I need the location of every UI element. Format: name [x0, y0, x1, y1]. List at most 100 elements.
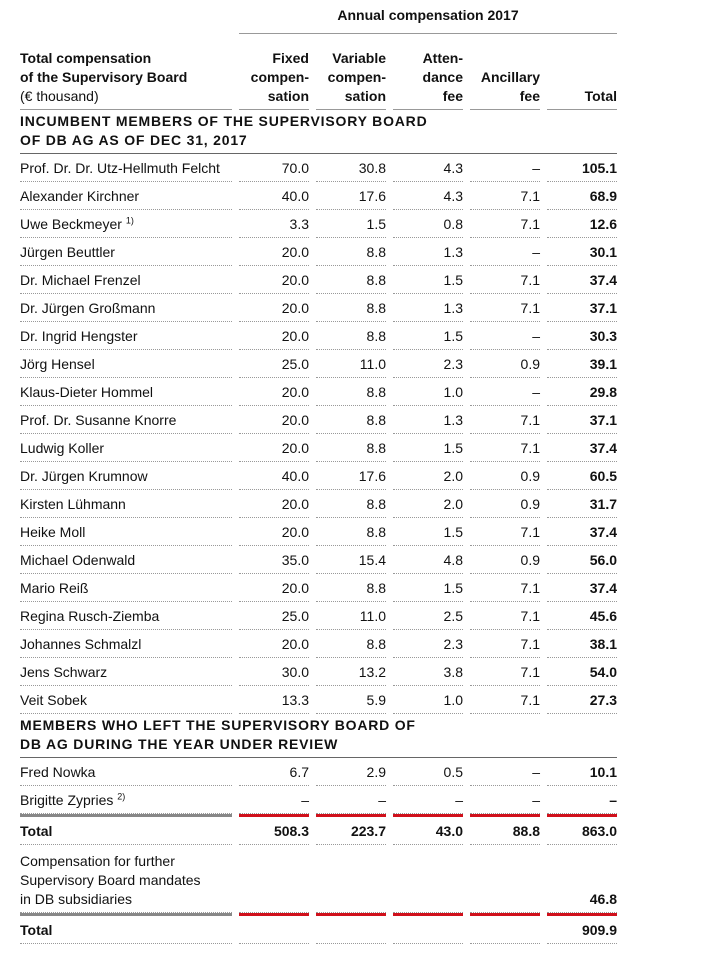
value-cell: 20.0 [239, 434, 309, 462]
table-row: Dr. Jürgen Großmann 20.0 8.8 1.3 7.1 37.1 [20, 294, 617, 322]
member-name: Kirsten Lühmann [20, 490, 232, 518]
value-cell: – [470, 322, 540, 350]
table-row: Kirsten Lühmann 20.0 8.8 2.0 0.9 31.7 [20, 490, 617, 518]
value-cell: 2.0 [393, 490, 463, 518]
total-value: 43.0 [393, 814, 463, 845]
column-header: Atten- dance fee [393, 34, 463, 110]
column-header: Ancillary fee [470, 34, 540, 110]
value-cell: 2.3 [393, 630, 463, 658]
value-cell: 8.8 [316, 630, 386, 658]
value-cell: – [470, 786, 540, 814]
value-cell: 8.8 [316, 294, 386, 322]
member-name: Klaus-Dieter Hommel [20, 378, 232, 406]
value-cell: 7.1 [470, 294, 540, 322]
value-cell: 4.3 [393, 182, 463, 210]
footnote-mark: 2) [117, 791, 126, 802]
value-cell: 37.4 [547, 574, 617, 602]
value-cell: 8.8 [316, 434, 386, 462]
table-row: Total 508.3 223.7 43.0 88.8 863.0 [20, 814, 617, 845]
value-cell: 1.5 [393, 434, 463, 462]
value-cell: 20.0 [239, 490, 309, 518]
value-cell: 25.0 [239, 602, 309, 630]
table-row: MEMBERS WHO LEFT THE SUPERVISORY BOARD O… [20, 714, 617, 758]
value-cell: 2.9 [316, 758, 386, 786]
value-cell: 8.8 [316, 322, 386, 350]
name-text: Uwe Beckmeyer [20, 216, 122, 232]
value-cell: 7.1 [470, 686, 540, 714]
value-cell: – [470, 238, 540, 266]
name-text: Johannes Schmalzl [20, 636, 142, 652]
value-cell: 1.3 [393, 406, 463, 434]
value-cell: 8.8 [316, 490, 386, 518]
column-header: Fixed compen- sation [239, 34, 309, 110]
value-cell: 37.1 [547, 406, 617, 434]
value-cell: 7.1 [470, 518, 540, 546]
table-row: Fred Nowka 6.7 2.9 0.5–10.1 [20, 758, 617, 786]
value-cell: 2.5 [393, 602, 463, 630]
table-row: Jörg Hensel 25.0 11.0 2.3 0.9 39.1 [20, 350, 617, 378]
table-row: Ludwig Koller 20.0 8.8 1.5 7.1 37.4 [20, 434, 617, 462]
value-cell: 37.4 [547, 518, 617, 546]
member-name: Mario Reiß [20, 574, 232, 602]
table-row: Jürgen Beuttler 20.0 8.8 1.3–30.1 [20, 238, 617, 266]
value-cell: 20.0 [239, 378, 309, 406]
member-name: Veit Sobek [20, 686, 232, 714]
member-name: Dr. Jürgen Krumnow [20, 462, 232, 490]
value-cell: 1.5 [393, 266, 463, 294]
value-cell: 45.6 [547, 602, 617, 630]
value-cell: 7.1 [470, 210, 540, 238]
header-unit: (€ thousand) [20, 88, 99, 104]
name-text: Klaus-Dieter Hommel [20, 384, 154, 400]
total-value: 508.3 [239, 814, 309, 845]
name-text: Prof. Dr. Susanne Knorre [20, 412, 177, 428]
value-cell: 17.6 [316, 182, 386, 210]
value-cell: 11.0 [316, 602, 386, 630]
member-name: Heike Moll [20, 518, 232, 546]
empty-cell [470, 845, 540, 913]
name-text: Dr. Jürgen Krumnow [20, 468, 148, 484]
member-name: Michael Odenwald [20, 546, 232, 574]
total-value: 863.0 [547, 814, 617, 845]
value-cell: 7.1 [470, 630, 540, 658]
value-cell: 7.1 [470, 574, 540, 602]
value-cell: 38.1 [547, 630, 617, 658]
table-row: Michael Odenwald 35.0 15.4 4.8 0.9 56.0 [20, 546, 617, 574]
value-cell: 3.8 [393, 658, 463, 686]
value-cell: 70.0 [239, 154, 309, 182]
member-name: Prof. Dr. Susanne Knorre [20, 406, 232, 434]
name-text: Heike Moll [20, 524, 86, 540]
value-cell: 0.9 [470, 490, 540, 518]
table-row: Uwe Beckmeyer 1) 3.3 1.5 0.8 7.1 12.6 [20, 210, 617, 238]
member-name: Ludwig Koller [20, 434, 232, 462]
member-name: Uwe Beckmeyer 1) [20, 210, 232, 238]
grand-total-label: Total [20, 913, 232, 944]
name-text: Jörg Hensel [20, 356, 95, 372]
value-cell: 8.8 [316, 266, 386, 294]
total-label: Total [20, 814, 232, 845]
table-row: Total 909.9 [20, 913, 617, 944]
value-cell: 30.1 [547, 238, 617, 266]
total-value: 223.7 [316, 814, 386, 845]
column-header: Variable compen- sation [316, 34, 386, 110]
value-cell: 7.1 [470, 658, 540, 686]
name-text: Dr. Michael Frenzel [20, 272, 141, 288]
value-cell: 31.7 [547, 490, 617, 518]
empty-cell [316, 845, 386, 913]
value-cell: 30.0 [239, 658, 309, 686]
group-header: Annual compensation 2017 [239, 0, 617, 34]
name-text: Jens Schwarz [20, 664, 108, 680]
table-row: Dr. Jürgen Krumnow 40.0 17.6 2.0 0.9 60.5 [20, 462, 617, 490]
value-cell: 5.9 [316, 686, 386, 714]
value-cell: 1.5 [316, 210, 386, 238]
value-cell: 60.5 [547, 462, 617, 490]
value-cell: 1.5 [393, 574, 463, 602]
value-cell: 15.4 [316, 546, 386, 574]
member-name: Brigitte Zypries 2) [20, 786, 232, 814]
value-cell: 8.8 [316, 406, 386, 434]
section-heading: MEMBERS WHO LEFT THE SUPERVISORY BOARD O… [20, 714, 617, 758]
value-cell: 1.0 [393, 686, 463, 714]
value-cell: 25.0 [239, 350, 309, 378]
value-cell: 7.1 [470, 406, 540, 434]
further-label: Compensation for further Supervisory Boa… [20, 845, 232, 913]
name-text: Alexander Kirchner [20, 188, 140, 204]
